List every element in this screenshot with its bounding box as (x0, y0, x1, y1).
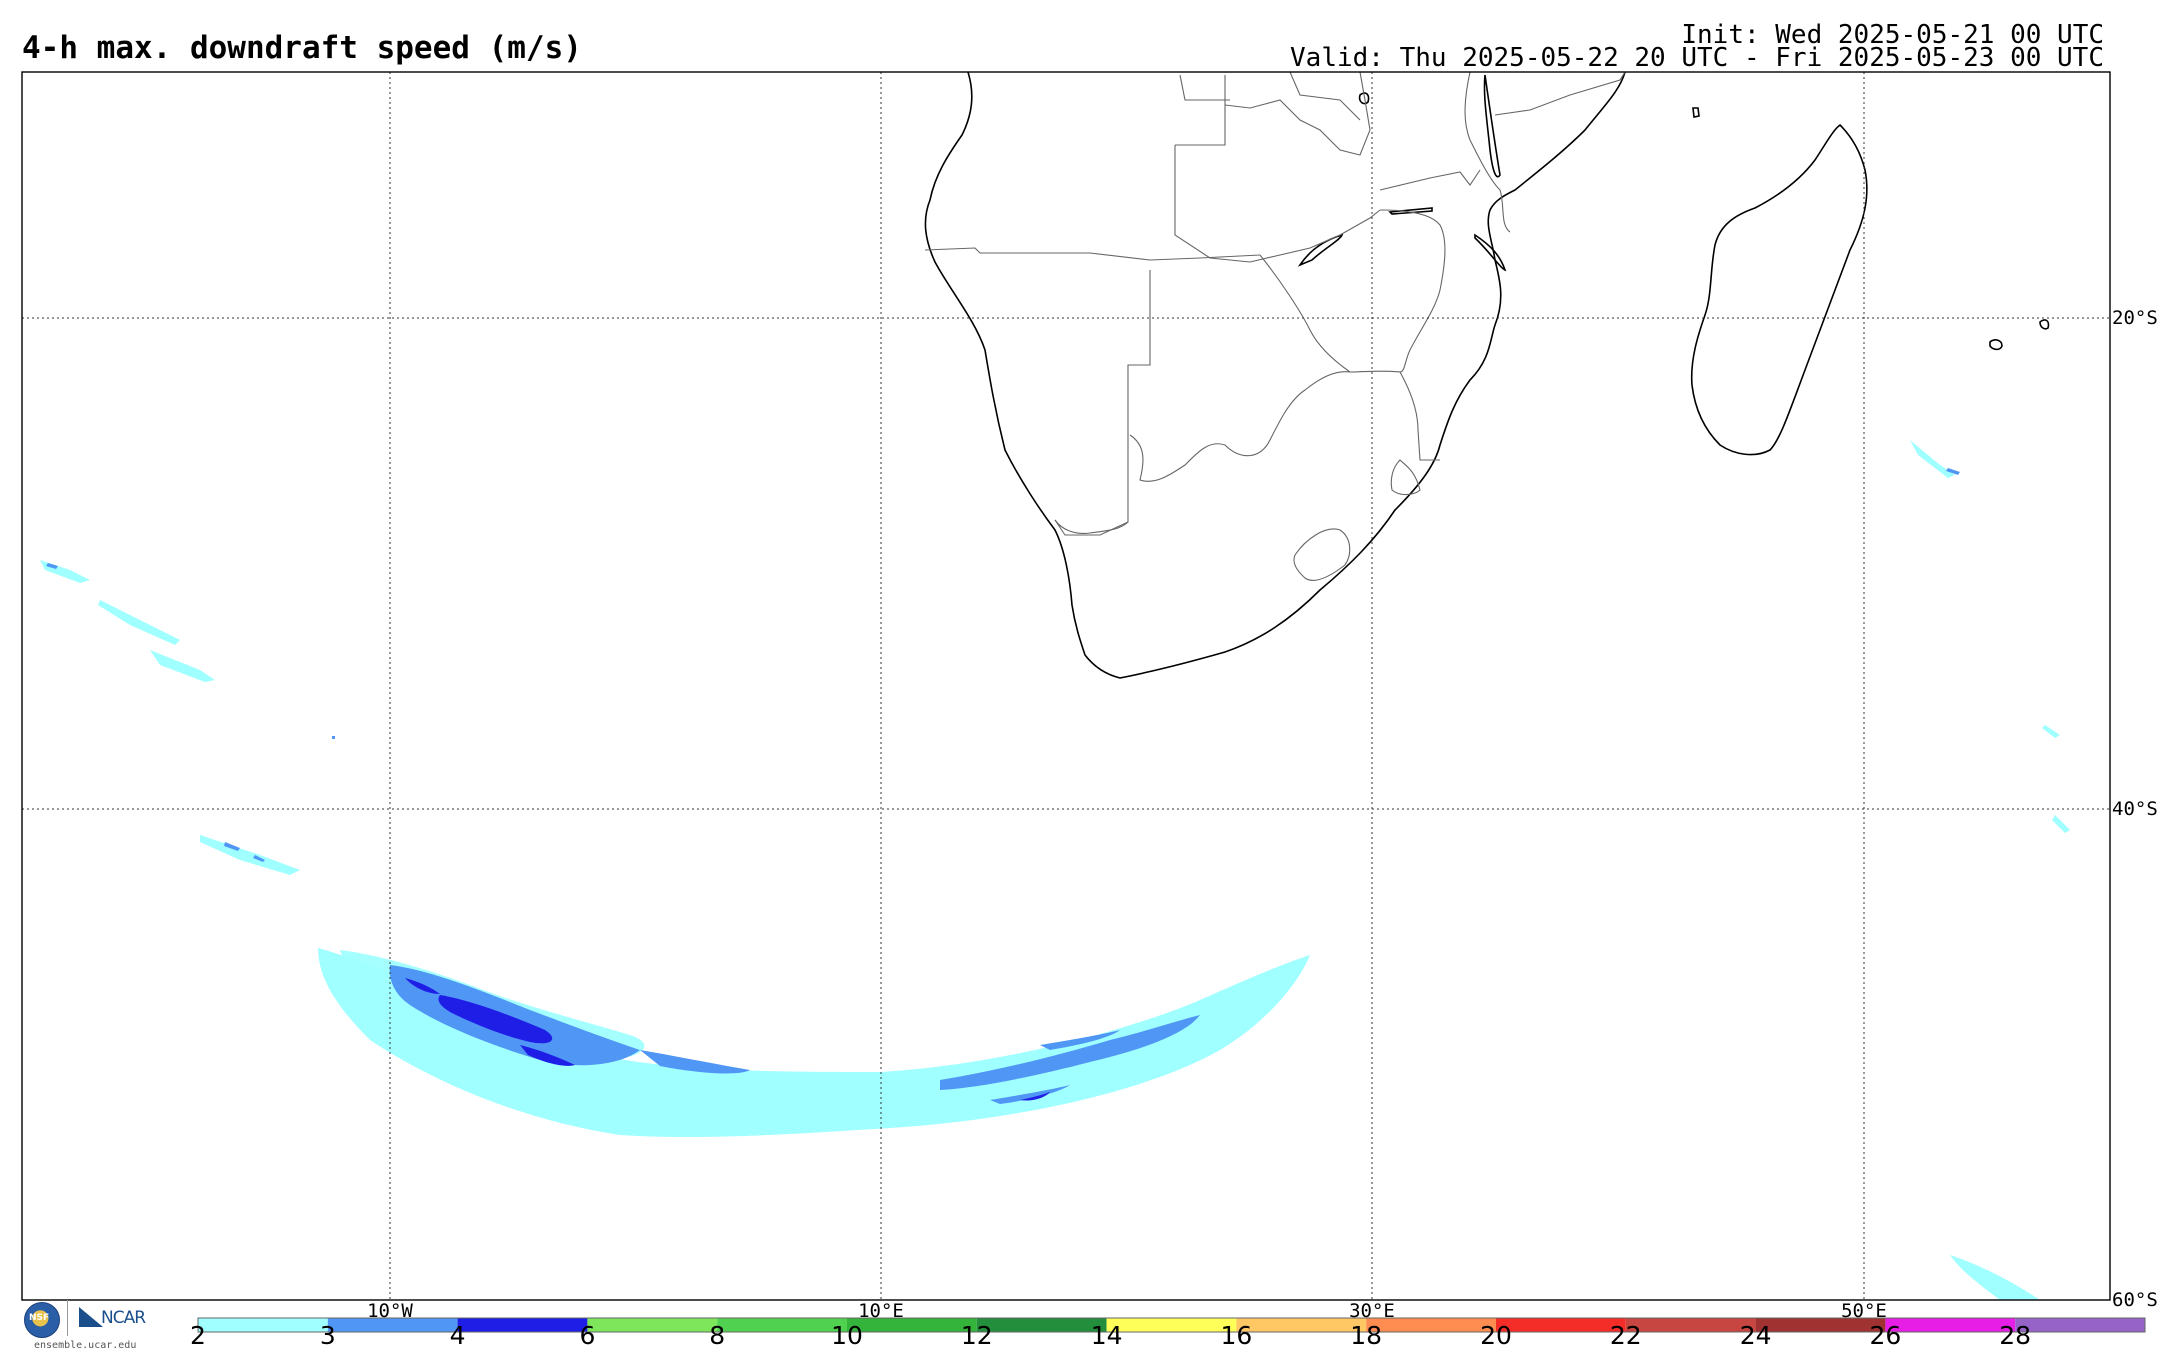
colorbar-tick-label: 2 (190, 1321, 206, 1350)
valid-time: Valid: Thu 2025-05-22 20 UTC - Fri 2025-… (1290, 43, 2104, 73)
border-drc-zambia (1224, 72, 1371, 156)
colorbar-swatch (1496, 1318, 1626, 1332)
lon-label-10e: 10°E (858, 1300, 904, 1322)
shading-3-4-streak-3 (1040, 1030, 1120, 1050)
colorbar-tick-label: 20 (1480, 1321, 1512, 1350)
shading-2-3-west-speckles (40, 560, 300, 875)
ncar-mark-icon (79, 1307, 103, 1327)
colorbar-swatch (327, 1318, 458, 1332)
logo-area: NSF NCAR ensemble.ucar.edu (22, 1300, 162, 1351)
border-mozambique-malawi (1464, 72, 1511, 233)
ncar-logo-text: NCAR (101, 1308, 146, 1328)
colorbar-swatch (717, 1318, 847, 1332)
colorbar-swatch (2015, 1318, 2145, 1332)
plot-frame (21, 71, 2111, 1301)
lake-malawi (1483, 74, 1501, 178)
colorbar-tick-label: 3 (320, 1321, 336, 1350)
nsf-logo-text: NSF (29, 1313, 50, 1323)
colorbar-tick-label: 8 (709, 1321, 725, 1350)
border-angola-namibia (924, 247, 1261, 261)
lon-label-10w: 10°W (367, 1300, 413, 1322)
colorbar-tick-label: 12 (961, 1321, 993, 1350)
shading-4-6-streak-1 (520, 1045, 575, 1066)
colorbar-tick-label: 14 (1091, 1321, 1123, 1350)
longitude-labels: 10°W 10°E 30°E 50°E (367, 1300, 1887, 1322)
shading-3-4-west-dots (46, 563, 335, 862)
border-mozambique-zimbabwe (1379, 209, 1446, 373)
africa-coastline (924, 72, 1626, 679)
border-lesotho (1293, 528, 1351, 581)
colorbar-tick-label: 22 (1610, 1321, 1642, 1350)
colorbar-tick-label: 10 (831, 1321, 863, 1350)
colorbar-swatch (976, 1318, 1107, 1332)
shading-3-4-west (389, 965, 640, 1066)
border-botswana-south-africa (1129, 371, 1351, 482)
colorbar-tick-label: 18 (1350, 1321, 1382, 1350)
border-south-africa-mozambique (1399, 371, 1440, 461)
colorbar-swatch (1106, 1318, 1237, 1332)
mauritius-island (1989, 339, 2003, 351)
downdraft-shading (40, 440, 2070, 1300)
colorbar-tick-label: 28 (1999, 1321, 2031, 1350)
border-zambia-angola (1175, 75, 1226, 146)
credit-url: ensemble.ucar.edu (34, 1340, 137, 1351)
border-zambia-mozambique (1379, 169, 1481, 191)
colorbar-swatch (847, 1318, 977, 1332)
shading-3-4-streak-2 (940, 1015, 1200, 1090)
colorbar-swatch (1755, 1318, 1886, 1332)
shading-4-6-streak-2 (405, 978, 440, 994)
lon-label-50e: 50°E (1841, 1300, 1887, 1322)
border-tanzania-mozambique (1494, 72, 1626, 116)
latitude-labels: 20°S 40°S 60°S (2112, 307, 2158, 1311)
colorbar-tick-label: 6 (579, 1321, 595, 1350)
colorbar-swatch (1885, 1318, 2016, 1332)
lon-label-30e: 30°E (1349, 1300, 1395, 1322)
lake-kariba (1297, 233, 1344, 267)
colorbar-tick-label: 4 (450, 1321, 466, 1350)
gridlines (22, 72, 2110, 1300)
comoros-island (1692, 107, 1700, 118)
shading-2-3-main-band (318, 948, 1310, 1138)
shading-3-4-streak-4 (990, 1085, 1070, 1104)
lat-label-60s: 60°S (2112, 1289, 2158, 1311)
border-north-strip (1179, 72, 1361, 121)
map-title: 4-h max. downdraft speed (m/s) (22, 30, 582, 66)
colorbar-swatch (1236, 1318, 1367, 1332)
border-zambia-south (1174, 145, 1381, 263)
init-time: Init: Wed 2025-05-21 00 UTC (1681, 20, 2104, 50)
colorbar-frame (197, 1317, 2146, 1333)
logo-divider (67, 1300, 68, 1336)
shading-4-6-core (438, 995, 553, 1044)
coastlines (924, 72, 2050, 679)
lake-cahora (1388, 207, 1433, 215)
colorbar-swatch (587, 1318, 718, 1332)
border-sa-namibia-orange (1054, 519, 1129, 534)
shading-4-6-streak-3 (1020, 1092, 1050, 1101)
colorbar-tick-label: 24 (1740, 1321, 1772, 1350)
colorbar-tick-label: 16 (1220, 1321, 1252, 1350)
nsf-logo (24, 1302, 60, 1338)
colorbar-swatch (198, 1318, 328, 1332)
colorbar: 2 3 4 6 8 10 12 14 16 18 20 22 24 26 28 (190, 1317, 2146, 1350)
shading-2-3-southeast (1950, 1255, 2040, 1300)
shading-3-4-streak-1 (640, 1050, 750, 1074)
madagascar-outline (1690, 123, 1868, 456)
shading-2-3-east-speckles (1910, 440, 2070, 833)
lat-label-40s: 40°S (2112, 798, 2158, 820)
zambezi-lake (1474, 233, 1507, 272)
colorbar-swatch (457, 1318, 588, 1332)
colorbar-swatch (1366, 1318, 1496, 1332)
shading-3-4-east-dot (1946, 468, 1960, 475)
country-borders (924, 72, 1626, 581)
colorbar-swatch (1625, 1318, 1756, 1332)
lake-tanganyika (1358, 92, 1370, 105)
border-botswana-zimbabwe (1259, 254, 1401, 373)
border-namibia-botswana (1054, 270, 1151, 536)
colorbar-tick-label: 26 (1869, 1321, 1901, 1350)
reunion-island (2039, 319, 2050, 330)
lat-label-20s: 20°S (2112, 307, 2158, 329)
border-eswatini (1390, 459, 1421, 496)
